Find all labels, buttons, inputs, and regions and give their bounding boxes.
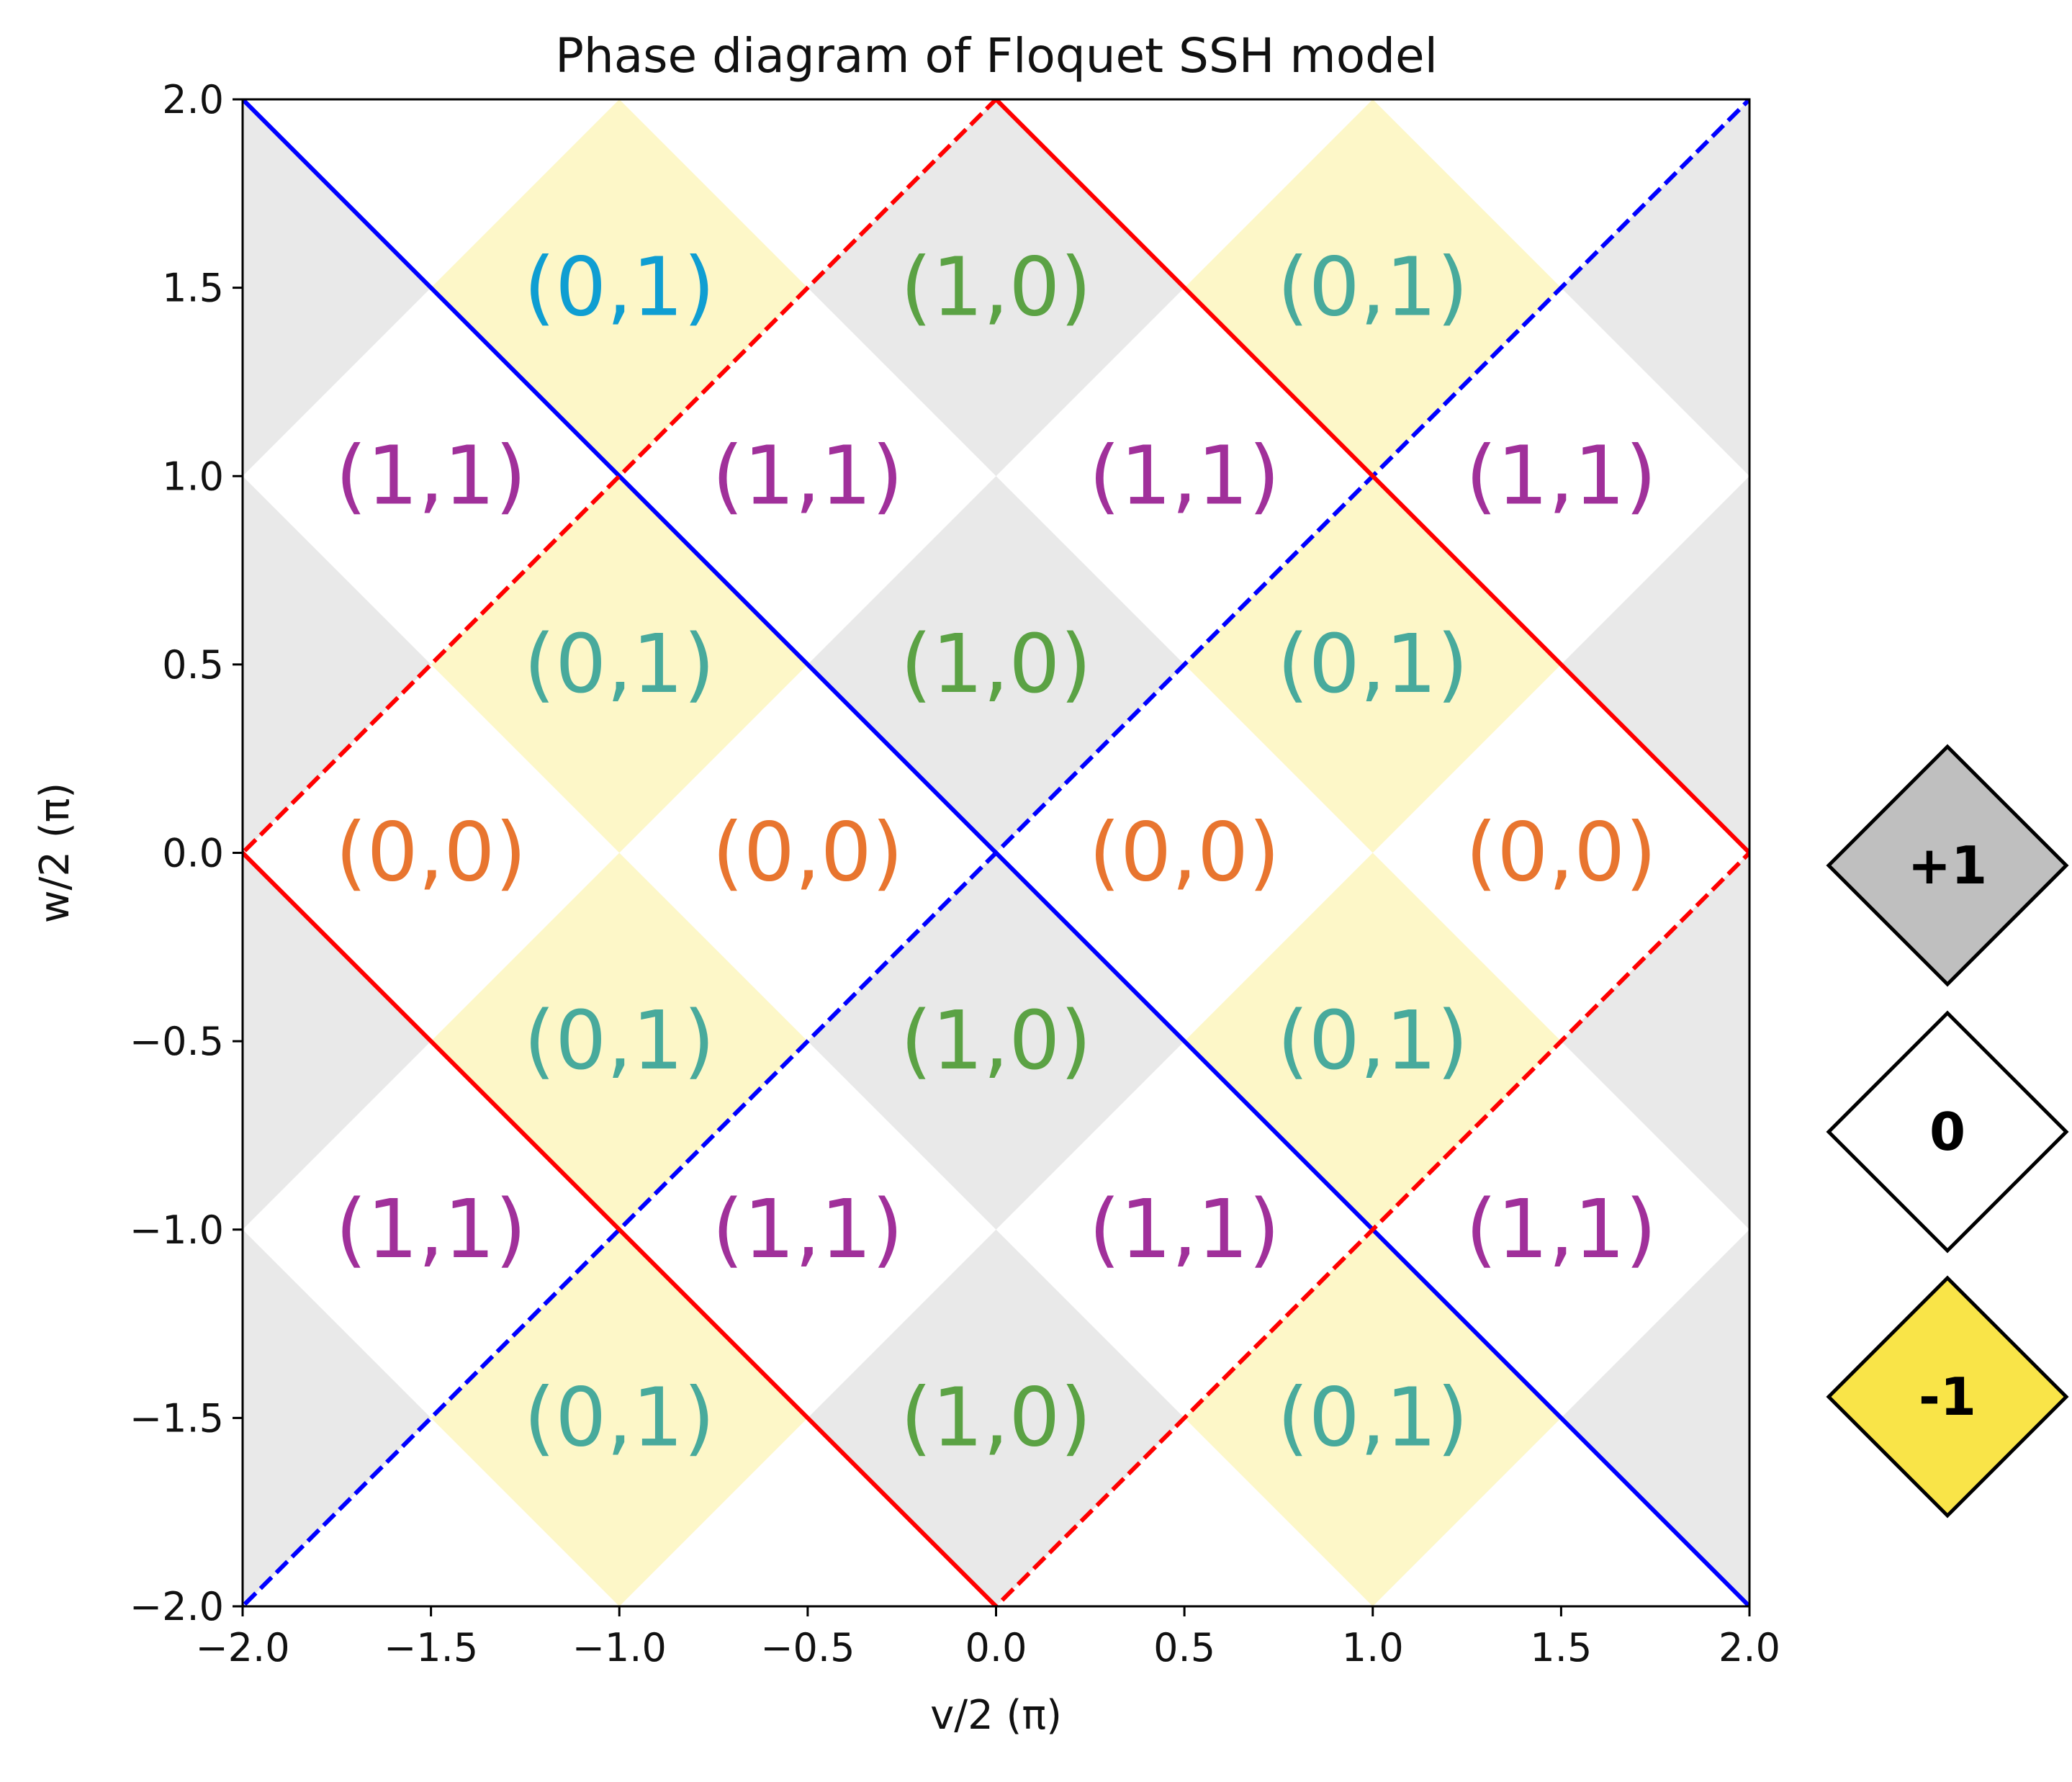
x-tick-label-1: −1.5 — [384, 1625, 478, 1670]
phase-region-18 — [1561, 852, 1749, 1230]
region-label-14: (0,1) — [523, 994, 715, 1088]
legend-swatch-2 — [1826, 1275, 2069, 1518]
phase-region-19 — [1561, 1229, 1749, 1606]
region-label-5: (1,1) — [1089, 429, 1280, 523]
y-axis-label: w/2 (π) — [32, 783, 78, 924]
y-tick-label-7: 1.5 — [162, 266, 224, 311]
region-label-7: (0,1) — [523, 618, 715, 711]
region-label-9: (0,1) — [1277, 618, 1469, 711]
x-tick-label-4: 0.0 — [965, 1625, 1027, 1670]
x-tick-label-0: −2.0 — [195, 1625, 289, 1670]
region-label-13: (0,0) — [1466, 806, 1657, 900]
y-tick-label-6: 1.0 — [162, 454, 224, 499]
phase-region-14 — [243, 852, 431, 1230]
x-tick-label-6: 1.0 — [1342, 1625, 1404, 1670]
region-label-17: (1,1) — [335, 1183, 527, 1277]
y-axis-ticks: −2.0 −1.5 −1.0 −0.5 0.0 0.5 1.0 1.5 2.0 — [130, 77, 243, 1629]
x-tick-label-5: 0.5 — [1153, 1625, 1215, 1670]
y-tick-label-4: 0.0 — [162, 831, 224, 876]
y-tick-label-5: 0.5 — [162, 642, 224, 688]
region-label-1: (1,0) — [901, 241, 1092, 335]
y-tick-label-8: 2.0 — [162, 77, 224, 122]
phase-region-16 — [1561, 99, 1749, 477]
region-label-11: (0,0) — [712, 806, 904, 900]
legend-label-0: +1 — [1908, 835, 1987, 896]
x-axis-label: v/2 (π) — [930, 1692, 1062, 1739]
phase-region-13 — [243, 476, 431, 853]
region-label-19: (1,1) — [1089, 1183, 1280, 1277]
region-label-2: (0,1) — [1277, 241, 1469, 335]
x-tick-label-8: 2.0 — [1719, 1625, 1780, 1670]
y-tick-label-3: −0.5 — [130, 1019, 224, 1064]
region-label-6: (1,1) — [1466, 429, 1657, 523]
x-axis-ticks: −2.0 −1.5 −1.0 −0.5 0.0 0.5 1.0 1.5 2.0 — [195, 1606, 1780, 1670]
phase-region-17 — [1561, 476, 1749, 853]
x-tick-label-2: −1.0 — [572, 1625, 667, 1670]
region-label-16: (0,1) — [1277, 994, 1469, 1088]
region-label-4: (1,1) — [712, 429, 904, 523]
legend-label-2: -1 — [1919, 1367, 1976, 1427]
region-label-18: (1,1) — [712, 1183, 904, 1277]
y-tick-label-1: −1.5 — [130, 1395, 224, 1441]
legend-label-1: 0 — [1929, 1102, 1965, 1162]
region-label-21: (0,1) — [523, 1371, 715, 1464]
y-tick-label-0: −2.0 — [130, 1584, 224, 1629]
chart-title: Phase diagram of Floquet SSH model — [555, 28, 1438, 84]
region-annotations: (0,1) (1,0) (0,1) (1,1) (1,1) (1,1) (1,1) (0,1)… — [335, 241, 1657, 1465]
region-label-22: (1,0) — [901, 1371, 1092, 1464]
y-tick-label-2: −1.0 — [130, 1207, 224, 1253]
region-label-15: (1,0) — [901, 994, 1092, 1088]
x-tick-label-7: 1.5 — [1530, 1625, 1592, 1670]
region-label-20: (1,1) — [1466, 1183, 1657, 1277]
legend-swatch-0 — [1826, 744, 2069, 987]
phase-region-15 — [243, 1229, 431, 1606]
x-tick-label-3: −0.5 — [760, 1625, 855, 1670]
legend-swatch-1 — [1826, 1010, 2069, 1254]
region-label-12: (0,0) — [1089, 806, 1280, 900]
region-label-3: (1,1) — [335, 429, 527, 523]
legend: +1 0 -1 — [1826, 744, 2069, 1518]
region-label-8: (1,0) — [901, 618, 1092, 711]
region-label-10: (0,0) — [335, 806, 527, 900]
phase-region-12 — [243, 99, 431, 477]
region-label-0: (0,1) — [523, 241, 715, 335]
region-label-23: (0,1) — [1277, 1371, 1469, 1464]
